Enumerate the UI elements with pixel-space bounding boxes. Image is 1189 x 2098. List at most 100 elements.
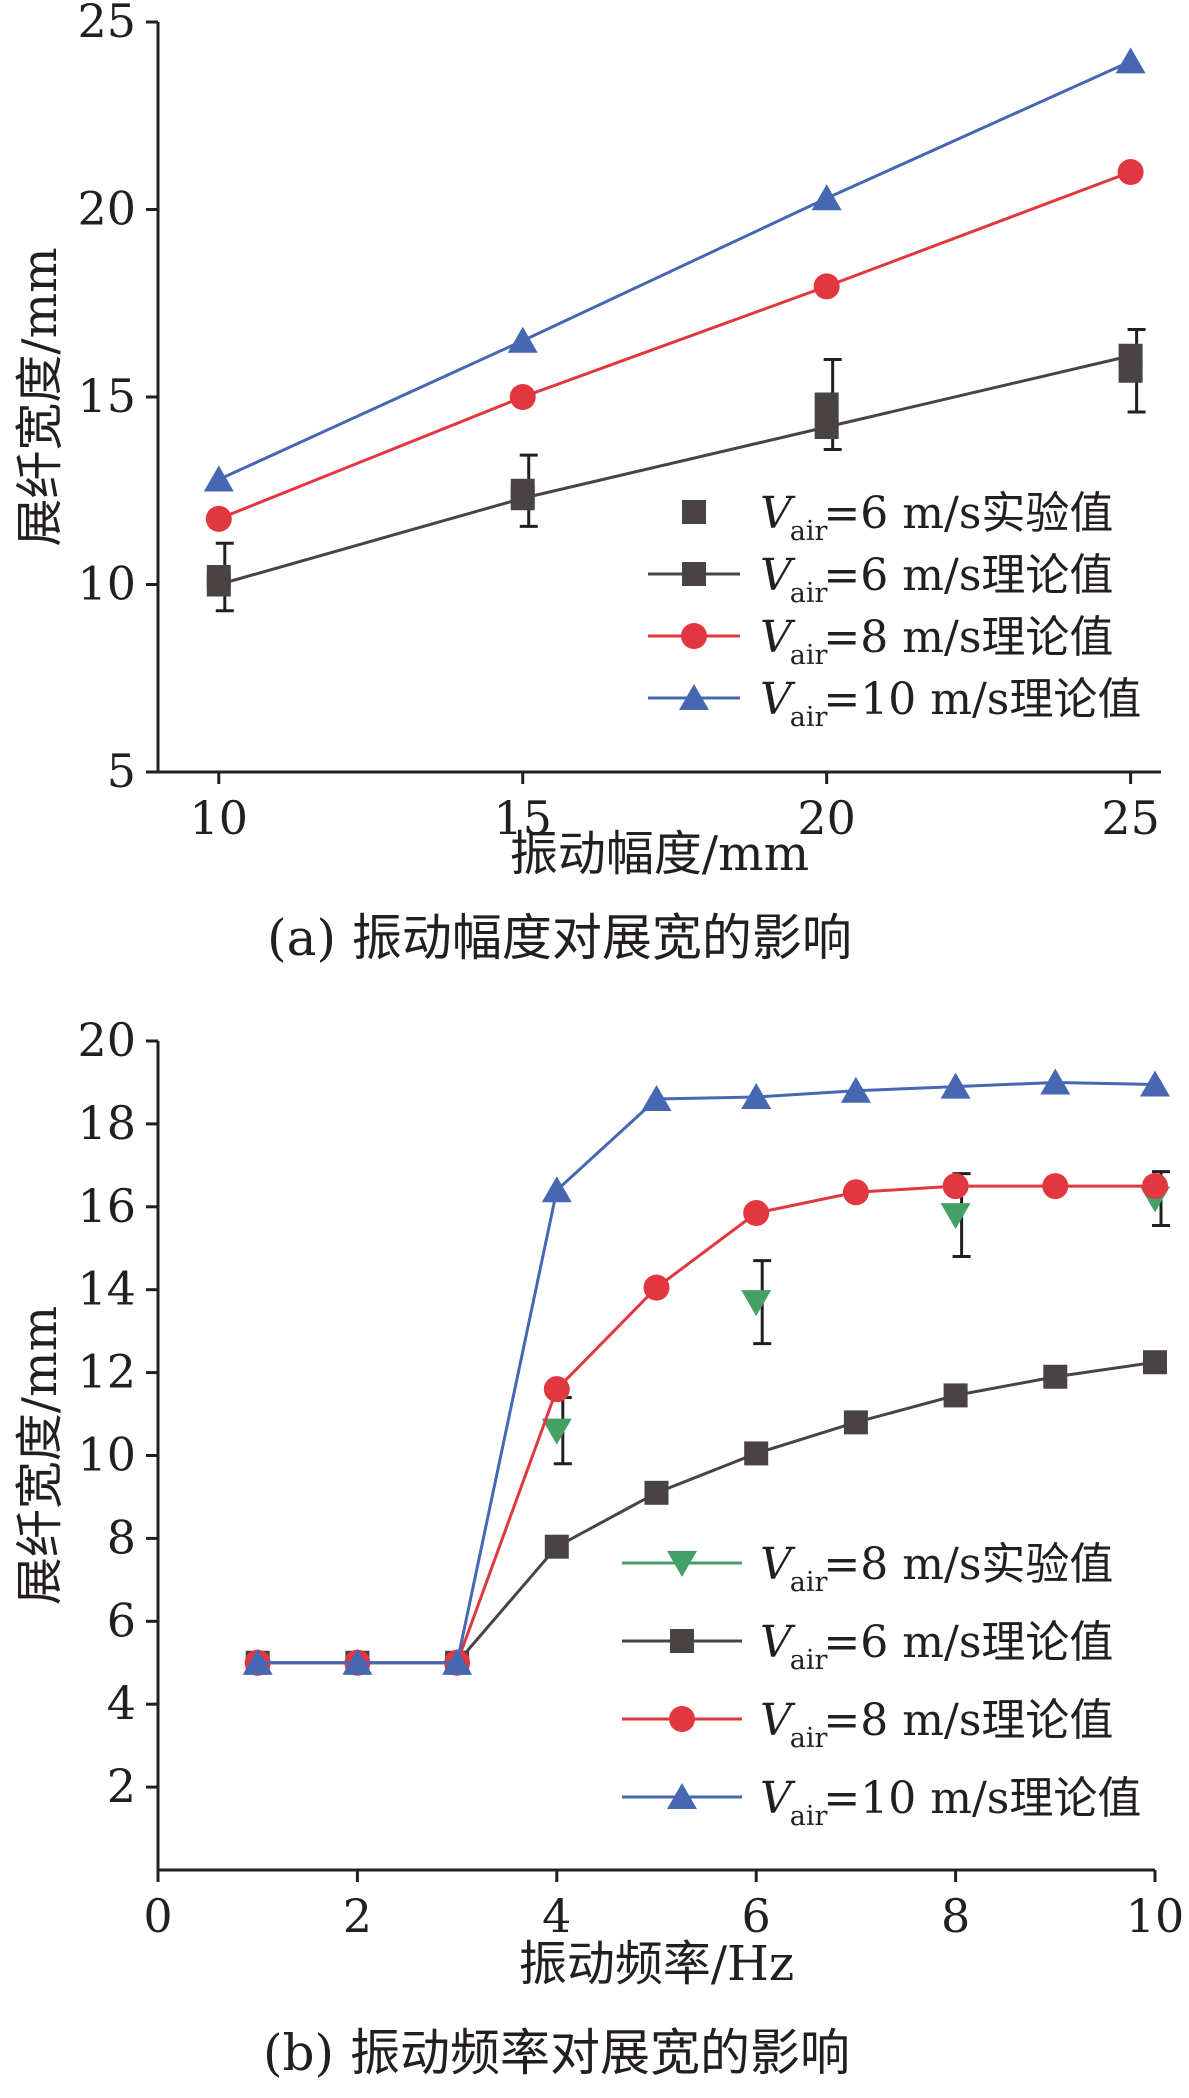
legend-item: Vair=6 m/s理论值 <box>648 550 1113 609</box>
x-tick-label: 20 <box>797 791 856 845</box>
data-point <box>509 384 536 410</box>
legend-label: Vair=10 m/s理论值 <box>760 1773 1141 1832</box>
x-tick-label: 8 <box>941 1889 970 1943</box>
series-1 <box>206 343 1143 597</box>
legend-item: Vair=8 m/s实验值 <box>622 1539 1113 1598</box>
legend-item: Vair=6 m/s理论值 <box>622 1617 1113 1676</box>
y-axis-title: 展纤宽度/mm <box>12 247 68 546</box>
data-point <box>507 326 538 353</box>
legend-marker <box>682 562 706 586</box>
legend-label: Vair=8 m/s理论值 <box>760 612 1113 671</box>
series-3 <box>242 1068 1170 1675</box>
y-tick-label: 5 <box>107 744 136 798</box>
figure-caption: (b) 振动频率对展宽的影响 <box>263 2024 850 2082</box>
series-3 <box>203 47 1146 492</box>
y-tick-label: 14 <box>77 1262 136 1316</box>
data-point <box>644 1480 669 1505</box>
data-point <box>544 1534 569 1559</box>
y-tick-label: 12 <box>77 1345 136 1399</box>
x-tick-label: 0 <box>143 1889 172 1943</box>
legend-label: Vair=6 m/s实验值 <box>760 488 1113 547</box>
legend-item: Vair=8 m/s理论值 <box>648 612 1113 671</box>
legend-item: Vair=10 m/s理论值 <box>648 674 1141 733</box>
legend-label: Vair=10 m/s理论值 <box>760 674 1141 733</box>
legend-marker <box>682 500 706 524</box>
data-point <box>1040 1068 1071 1095</box>
data-point <box>541 1176 572 1203</box>
legend-label: Vair=6 m/s理论值 <box>760 550 1113 609</box>
x-tick-label: 10 <box>190 791 249 845</box>
data-point <box>541 1418 572 1445</box>
legend-marker <box>667 1783 697 1809</box>
data-point <box>543 1376 570 1403</box>
x-tick-label: 25 <box>1101 791 1160 845</box>
data-point <box>811 184 842 211</box>
legend-item: Vair=10 m/s理论值 <box>622 1773 1141 1832</box>
data-point <box>206 572 231 597</box>
legend-label: Vair=6 m/s理论值 <box>760 1617 1113 1676</box>
data-point <box>342 1648 373 1675</box>
data-point <box>814 392 839 417</box>
x-tick-label: 4 <box>542 1889 571 1943</box>
data-point <box>510 486 535 511</box>
data-point <box>1142 1173 1168 1200</box>
data-point <box>842 1179 869 1206</box>
data-point <box>1118 343 1143 368</box>
data-point <box>814 415 839 439</box>
x-axis-title: 振动频率/Hz <box>519 1936 794 1992</box>
data-point <box>203 465 234 492</box>
series-line <box>218 354 1131 586</box>
data-point <box>840 1076 871 1103</box>
data-point <box>741 1290 772 1317</box>
legend-marker <box>681 623 707 649</box>
series-line <box>257 1080 1156 1665</box>
y-tick-label: 15 <box>77 369 136 423</box>
chart-panel-a: 5 10 15 20 25 10 15 20 25 振动幅度/mm 展纤宽度/mm (a) 振动幅度对… <box>12 0 1161 967</box>
data-point <box>641 1085 672 1112</box>
data-point <box>940 1072 971 1099</box>
x-tick-label: 6 <box>742 1889 771 1943</box>
data-point <box>1115 47 1146 74</box>
data-point <box>1043 1364 1068 1389</box>
data-point <box>843 1410 868 1435</box>
data-point <box>1117 159 1144 185</box>
y-tick-label: 6 <box>107 1593 136 1647</box>
data-point <box>940 1203 971 1230</box>
data-point <box>1143 1350 1167 1375</box>
y-tick-label: 20 <box>77 1013 136 1067</box>
y-tick-label: 10 <box>77 557 136 611</box>
data-point <box>942 1173 969 1200</box>
data-point <box>744 1441 769 1466</box>
y-tick-label: 16 <box>77 1179 136 1233</box>
data-point <box>242 1648 273 1675</box>
legend-item: Vair=8 m/s理论值 <box>622 1695 1113 1754</box>
y-axis-title: 展纤宽度/mm <box>12 1306 68 1605</box>
figure-caption: (a) 振动幅度对展宽的影响 <box>267 909 852 967</box>
data-point <box>205 505 232 532</box>
data-point <box>741 1082 772 1109</box>
data-point <box>1140 1070 1170 1097</box>
chart-panel-b: 2 4 6 8 10 12 14 16 18 20 0 2 4 6 8 10 振动频率/Hz 展纤宽度/mm (b)… <box>12 1013 1184 2082</box>
legend-item: Vair=6 m/s实验值 <box>682 488 1113 547</box>
y-tick-label: 8 <box>107 1510 136 1564</box>
legend-marker <box>670 1629 694 1653</box>
y-tick-label: 18 <box>77 1096 136 1150</box>
series-line <box>218 60 1132 481</box>
y-tick-label: 2 <box>107 1759 136 1813</box>
legend-label: Vair=8 m/s实验值 <box>760 1539 1113 1598</box>
data-point <box>743 1200 770 1227</box>
x-tick-label: 10 <box>1126 1889 1185 1943</box>
y-tick-label: 10 <box>77 1428 136 1482</box>
x-axis-title: 振动幅度/mm <box>510 826 809 882</box>
y-tick-label: 25 <box>77 0 136 48</box>
y-tick-label: 4 <box>107 1676 136 1730</box>
series-line <box>218 170 1132 521</box>
x-tick-label: 15 <box>493 791 552 845</box>
legend-marker <box>667 1551 697 1577</box>
data-point <box>643 1274 670 1301</box>
series-2 <box>244 1173 1168 1676</box>
y-tick-label: 20 <box>77 182 136 236</box>
series-2 <box>205 159 1144 532</box>
legend-marker <box>679 684 709 710</box>
